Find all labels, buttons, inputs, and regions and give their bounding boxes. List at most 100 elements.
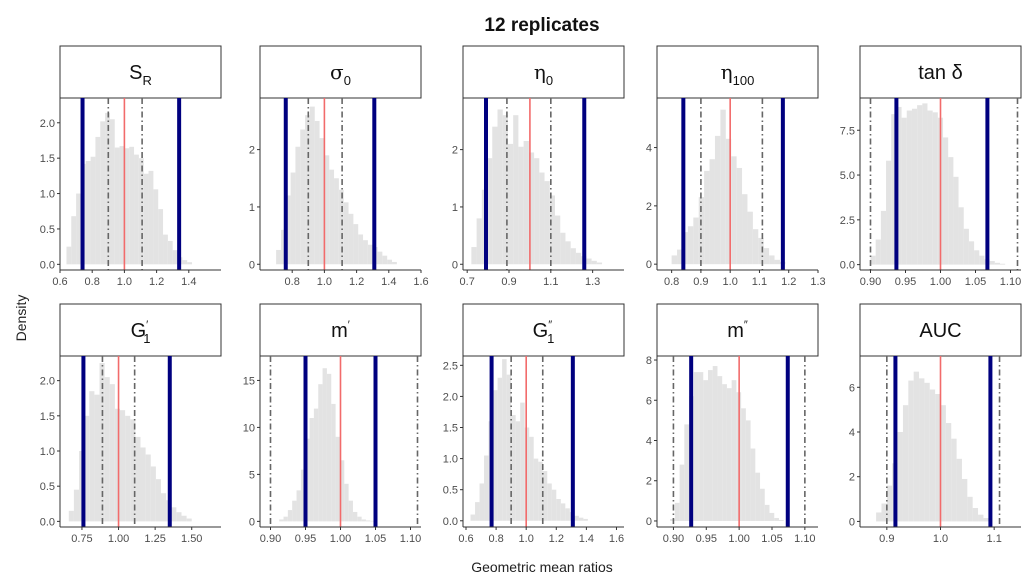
histogram-bar — [544, 181, 550, 265]
histogram-bar — [698, 372, 704, 521]
histogram-bar — [171, 507, 177, 522]
x-tick-label: 0.75 — [71, 533, 92, 545]
strip-label: η0 — [534, 60, 553, 88]
histogram-bar — [475, 502, 480, 521]
y-tick-label: 2.5 — [443, 360, 458, 372]
x-tick-label: 0.90 — [663, 533, 684, 545]
histogram-bar — [84, 415, 90, 522]
histogram-bar — [927, 110, 933, 265]
histogram-bar — [565, 241, 571, 265]
y-tick-label: 1.0 — [443, 454, 458, 466]
histogram-bar — [148, 170, 154, 265]
y-tick-label: 1 — [452, 202, 458, 214]
histogram-bar — [570, 248, 576, 265]
histogram-bars — [279, 368, 375, 522]
histogram-bar — [181, 515, 187, 522]
x-tick-label: 1.0 — [317, 276, 332, 288]
histogram-bar — [534, 158, 540, 265]
histogram-bar — [339, 460, 345, 522]
histogram-bar — [353, 224, 359, 265]
panel-10: AUC 0 2 4 6 0.9 1.0 1.1 — [849, 303, 1022, 545]
histogram-bar — [135, 436, 141, 522]
histogram-bar — [377, 251, 383, 265]
y-tick-label: 15 — [243, 375, 255, 387]
histogram-bar — [565, 508, 570, 521]
y-tick-label: 10 — [243, 422, 255, 434]
x-tick-label: 1.0 — [117, 276, 132, 288]
strip-label-subscript: 0 — [546, 73, 553, 88]
histogram-bar — [876, 512, 882, 522]
x-tick-label: 0.6 — [52, 276, 67, 288]
y-tick-label: 1.0 — [40, 189, 55, 201]
x-tick-label: 1.4 — [181, 276, 196, 288]
histogram-bar — [760, 488, 765, 521]
histogram-bar — [913, 371, 920, 522]
histogram-bar — [684, 424, 690, 521]
histogram-bar — [578, 517, 584, 521]
histogram-bar — [511, 415, 516, 521]
histogram-bar — [145, 454, 151, 522]
histogram-bar — [167, 240, 173, 265]
histogram-bar — [712, 366, 718, 521]
histogram-bar — [555, 215, 561, 265]
x-tick-label: 0.7 — [460, 276, 475, 288]
panel-8: G″ 1 0.0 0.5 1.0 1.5 2.0 2.5 0.6 0.8 1.0 1.2 1.4 1.6 — [443, 303, 625, 545]
histogram-bar — [758, 237, 764, 265]
histogram-bar — [731, 156, 737, 265]
y-tick-label: 0.5 — [443, 485, 458, 497]
y-tick-label: 2 — [646, 476, 652, 488]
histogram-bar — [153, 189, 159, 265]
x-tick-label: 1.3 — [810, 276, 825, 288]
y-tick-label: 1.5 — [40, 411, 55, 423]
x-tick-label: 1.50 — [181, 533, 202, 545]
x-tick-label: 1.00 — [108, 533, 129, 545]
histogram-bar — [343, 202, 349, 265]
histogram-bar — [283, 516, 288, 522]
histogram-bar — [720, 109, 726, 265]
y-tick-label: 2 — [849, 472, 855, 484]
y-tick-label: 2.0 — [443, 391, 458, 403]
histogram-bar — [300, 469, 306, 522]
x-tick-label: 0.95 — [295, 533, 316, 545]
histogram-bar — [979, 255, 985, 265]
histogram-bar — [542, 471, 548, 521]
histogram-bar — [476, 218, 482, 265]
histogram-bar — [774, 259, 780, 265]
strip-background — [259, 45, 422, 99]
histogram-bar — [90, 156, 96, 265]
histogram-bar — [703, 380, 708, 521]
histogram-bar — [71, 216, 77, 265]
histogram-bar — [119, 146, 125, 265]
histogram-bar — [752, 229, 759, 265]
y-tick-label: 0 — [452, 259, 458, 271]
x-tick-label: 1.2 — [781, 276, 796, 288]
histogram-bar — [932, 112, 938, 265]
panel-1: SR 0.0 0.5 1.0 1.5 2.0 0.6 0.8 1.0 1.2 1.4 — [40, 45, 222, 288]
strip-label-subscript: 100 — [733, 73, 755, 88]
strip-label: G′ 1 — [131, 319, 151, 346]
y-tick-label: 0.5 — [40, 224, 55, 236]
histogram-bar — [290, 172, 296, 265]
histogram-bar — [295, 146, 301, 265]
strip-background — [259, 303, 422, 357]
histogram-bar — [507, 143, 514, 265]
y-tick-label: 0 — [646, 516, 652, 528]
histogram-bar — [280, 229, 286, 265]
strip-label-subscript: 1 — [547, 331, 554, 346]
histogram-bar — [693, 217, 699, 265]
histogram-bar — [956, 458, 962, 522]
histogram-bar — [935, 394, 941, 522]
histogram-bars — [68, 363, 192, 522]
reference-lines — [80, 98, 182, 270]
histogram-bars — [870, 103, 1006, 265]
x-axis-title: Geometric mean ratios — [471, 559, 613, 575]
reference-lines — [886, 356, 1001, 527]
panel-4: η100 0 2 4 0.8 0.9 1.0 1.1 1.2 1.3 — [646, 45, 826, 288]
y-tick-label: 7.5 — [840, 125, 855, 137]
histogram-bar — [560, 232, 566, 265]
strip-label: AUC — [919, 320, 961, 342]
histogram-bar — [497, 109, 503, 265]
histogram-bar — [769, 255, 775, 265]
reference-lines — [489, 356, 575, 527]
